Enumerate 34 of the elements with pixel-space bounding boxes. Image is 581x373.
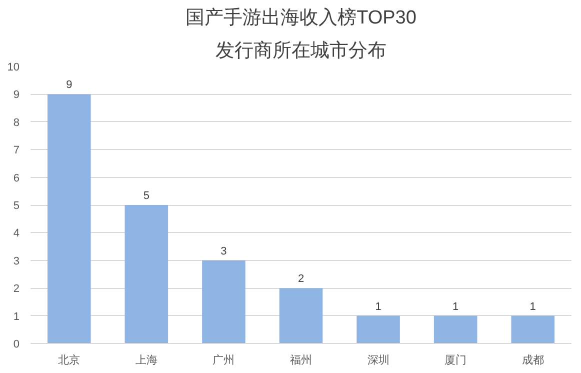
y-tick-label: 1 (13, 310, 20, 323)
data-label: 1 (530, 300, 536, 313)
bar (279, 288, 323, 344)
data-label: 1 (375, 300, 382, 313)
y-tick-label: 4 (13, 228, 20, 240)
y-tick-label: 8 (13, 116, 20, 129)
x-tick-label: 成都 (522, 354, 544, 366)
bar (356, 316, 400, 344)
data-label: 5 (143, 190, 150, 202)
bar (511, 316, 554, 344)
bar (124, 205, 168, 344)
data-label: 1 (452, 300, 459, 313)
x-tick-label: 深圳 (367, 354, 390, 366)
y-tick-label: 7 (13, 144, 20, 157)
bar (434, 316, 478, 344)
x-tick-label: 北京 (58, 354, 80, 366)
x-tick-label: 上海 (135, 354, 158, 366)
x-tick-label: 福州 (290, 354, 312, 366)
bar (48, 94, 91, 344)
y-tick-label: 3 (13, 255, 20, 268)
x-tick-label: 厦门 (444, 354, 467, 366)
bar (202, 260, 246, 344)
x-tick-label: 广州 (212, 354, 235, 366)
data-label: 2 (298, 273, 304, 286)
y-tick-label: 0 (13, 338, 20, 350)
y-tick-label: 2 (13, 283, 20, 296)
chart-title: 国产手游出海收入榜TOP30 (186, 8, 416, 28)
data-label: 3 (220, 245, 227, 258)
y-tick-label: 5 (13, 200, 20, 212)
chart-subtitle: 发行商所在城市分布 (216, 40, 386, 62)
data-label: 9 (66, 79, 72, 92)
y-tick-label: 10 (7, 62, 20, 74)
y-tick-label: 6 (13, 172, 20, 184)
y-tick-label: 9 (13, 89, 20, 102)
